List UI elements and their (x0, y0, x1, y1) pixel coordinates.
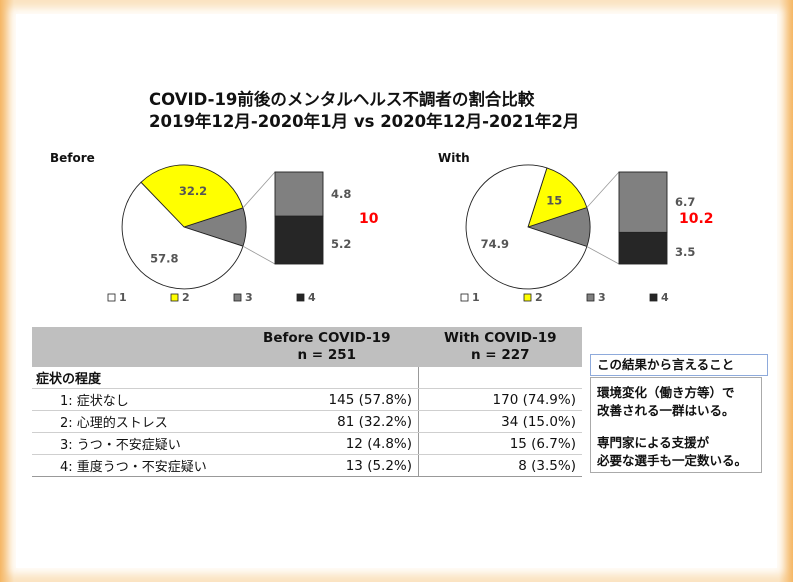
legend-label: 2 (182, 291, 190, 304)
col-header-before: Before COVID-19 n = 251 (235, 327, 419, 367)
row-label: 3: うつ・不安症疑い (32, 432, 235, 455)
legend-label: 2 (535, 291, 543, 304)
row-before-value: 145 (57.8%) (235, 388, 420, 411)
row-with-value: 34 (15.0%) (418, 410, 582, 433)
legend-swatch (233, 293, 242, 302)
title-line1: COVID-19前後のメンタルヘルス不調者の割合比較 (149, 89, 535, 109)
panel-label: Before (50, 151, 95, 165)
legend-swatch (296, 293, 305, 302)
connector-line (242, 171, 276, 209)
grouped-total-label: 10 (359, 211, 379, 227)
bar-segment-3 (618, 171, 668, 233)
bar-segment-3 (274, 171, 324, 217)
legend-label: 3 (245, 291, 253, 304)
results-table: Before COVID-19 n = 251 With COVID-19 n … (32, 327, 582, 477)
charts-canvas: COVID-19前後のメンタルヘルス不調者の割合比較 2019年12月-2020… (50, 89, 714, 304)
row-label: 4: 重度うつ・不安症疑い (32, 454, 235, 477)
conclusion-box: 環境変化（働き方等）で 改善される一群はいる。 専門家による支援が 必要な選手も… (590, 377, 762, 473)
pie-data-label: 15 (546, 194, 562, 208)
conclusion-point-1: 環境変化（働き方等）で 改善される一群はいる。 (597, 385, 735, 418)
bar-data-label: 4.8 (331, 187, 351, 201)
legend-swatch (649, 293, 658, 302)
bar-segment-4 (618, 231, 668, 265)
row-label: 2: 心理的ストレス (32, 410, 235, 433)
bar-data-label: 5.2 (331, 237, 351, 251)
with-chart: With 15 74.9 6.7 3.5 10.2 1 2 3 4 (438, 151, 714, 304)
before-chart: Before 32.2 57.8 4.8 5.2 10 1 2 3 4 (50, 151, 379, 304)
pie-slice-1 (121, 181, 244, 290)
table-corner (32, 327, 235, 367)
legend-swatch (107, 293, 116, 302)
connector-line (586, 246, 620, 265)
legend-label: 1 (119, 291, 127, 304)
slide: COVID-19前後のメンタルヘルス不調者の割合比較 2019年12月-2020… (16, 14, 777, 568)
pie-data-label: 57.8 (150, 252, 178, 266)
bar-segment-4 (274, 215, 324, 265)
legend-swatch (586, 293, 595, 302)
row-with-value: 8 (3.5%) (418, 454, 582, 477)
panel-label: With (438, 151, 470, 165)
conclusion-heading: この結果から言えること (590, 354, 768, 376)
conclusion-point-2: 専門家による支援が 必要な選手も一定数いる。 (597, 435, 748, 468)
pie-slice-2 (140, 164, 244, 228)
grouped-total-label: 10.2 (679, 211, 714, 227)
pie-data-label: 32.2 (179, 184, 207, 198)
legend-label: 4 (661, 291, 669, 304)
connector-line (242, 245, 276, 265)
legend-label: 1 (472, 291, 480, 304)
row-label: 1: 症状なし (32, 388, 235, 411)
connector-line (586, 171, 620, 208)
pie-slice-2 (527, 167, 588, 228)
row-with-value: 170 (74.9%) (418, 388, 582, 411)
pie-data-label: 74.9 (481, 237, 509, 251)
legend-swatch (170, 293, 179, 302)
pie-slice-1 (465, 164, 588, 290)
title-line2: 2019年12月-2020年1月 vs 2020年12月-2021年2月 (149, 111, 579, 131)
legend-label: 3 (598, 291, 606, 304)
bar-data-label: 3.5 (675, 245, 695, 259)
row-before-value: 81 (32.2%) (235, 410, 420, 433)
legend-swatch (523, 293, 532, 302)
row-before-value: 12 (4.8%) (235, 432, 420, 455)
col-header-with: With COVID-19 n = 227 (418, 327, 582, 367)
row-with-value: 15 (6.7%) (418, 432, 582, 455)
bar-data-label: 6.7 (675, 195, 695, 209)
category-spacer (235, 367, 420, 389)
row-before-value: 13 (5.2%) (235, 454, 420, 477)
legend-label: 4 (308, 291, 316, 304)
category-label: 症状の程度 (32, 367, 235, 389)
category-spacer (418, 367, 582, 389)
legend-swatch (460, 293, 469, 302)
